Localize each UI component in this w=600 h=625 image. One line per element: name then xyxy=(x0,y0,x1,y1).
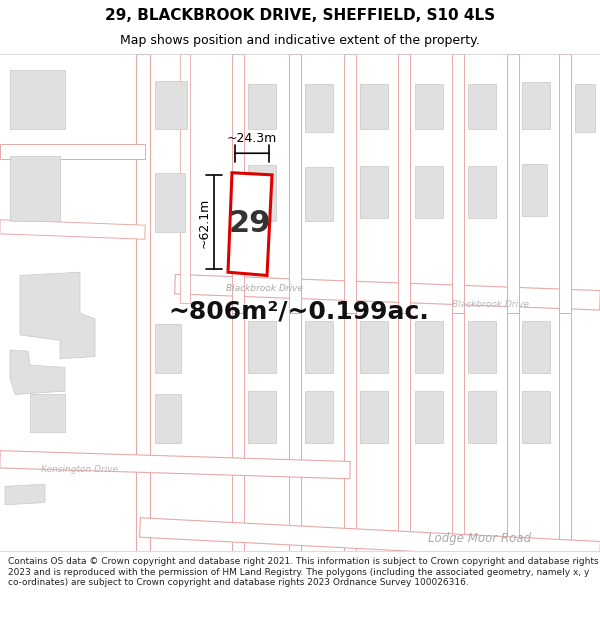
Bar xyxy=(522,321,550,372)
Text: Blackbrook Drive: Blackbrook Drive xyxy=(227,284,304,293)
Bar xyxy=(468,391,496,443)
Polygon shape xyxy=(136,54,150,551)
Bar xyxy=(468,321,496,372)
Bar xyxy=(305,391,333,443)
Bar xyxy=(155,324,181,372)
Polygon shape xyxy=(175,274,600,310)
Bar xyxy=(305,321,333,372)
Bar xyxy=(522,82,550,129)
Bar xyxy=(360,391,388,443)
Polygon shape xyxy=(507,313,519,551)
Bar xyxy=(248,321,276,372)
Bar xyxy=(522,164,547,216)
Text: ~24.3m: ~24.3m xyxy=(227,132,277,144)
Polygon shape xyxy=(452,54,464,313)
Bar xyxy=(248,165,276,221)
Bar xyxy=(155,394,181,443)
Polygon shape xyxy=(289,313,301,551)
Bar xyxy=(575,84,595,132)
Polygon shape xyxy=(507,54,519,313)
Text: ~62.1m: ~62.1m xyxy=(197,198,211,248)
Bar xyxy=(415,321,443,372)
Bar xyxy=(155,81,187,129)
Polygon shape xyxy=(10,350,65,394)
Bar xyxy=(30,394,65,432)
Bar xyxy=(248,84,276,129)
Text: Blackbrook Drive: Blackbrook Drive xyxy=(452,300,529,309)
Polygon shape xyxy=(180,54,190,302)
Bar xyxy=(360,321,388,372)
Polygon shape xyxy=(0,220,145,239)
Polygon shape xyxy=(344,313,356,551)
Bar xyxy=(305,168,333,221)
Polygon shape xyxy=(398,54,410,313)
Polygon shape xyxy=(559,313,571,551)
Text: 29: 29 xyxy=(229,209,271,238)
Bar xyxy=(522,391,550,443)
Bar xyxy=(415,391,443,443)
Polygon shape xyxy=(228,173,272,276)
Bar xyxy=(415,166,443,218)
Polygon shape xyxy=(232,313,244,551)
Bar xyxy=(360,166,388,218)
Text: Map shows position and indicative extent of the property.: Map shows position and indicative extent… xyxy=(120,34,480,48)
Text: Lodge Moor Road: Lodge Moor Road xyxy=(428,532,532,545)
Polygon shape xyxy=(20,272,95,359)
Bar xyxy=(10,70,65,129)
Text: Contains OS data © Crown copyright and database right 2021. This information is : Contains OS data © Crown copyright and d… xyxy=(8,557,598,587)
Polygon shape xyxy=(398,313,410,551)
Polygon shape xyxy=(0,451,350,479)
Bar xyxy=(10,156,60,221)
Bar xyxy=(415,84,443,129)
Polygon shape xyxy=(232,54,244,313)
Text: Kensington Drive: Kensington Drive xyxy=(41,464,119,474)
Polygon shape xyxy=(0,144,145,159)
Bar xyxy=(468,84,496,129)
Text: ~806m²/~0.199ac.: ~806m²/~0.199ac. xyxy=(168,299,429,323)
Polygon shape xyxy=(289,54,301,313)
Polygon shape xyxy=(5,484,45,505)
Bar xyxy=(248,391,276,443)
Polygon shape xyxy=(140,518,600,561)
Bar xyxy=(155,173,185,232)
Text: 29, BLACKBROOK DRIVE, SHEFFIELD, S10 4LS: 29, BLACKBROOK DRIVE, SHEFFIELD, S10 4LS xyxy=(105,8,495,22)
Bar xyxy=(305,84,333,132)
Bar xyxy=(468,166,496,218)
Polygon shape xyxy=(344,54,356,313)
Polygon shape xyxy=(452,313,464,551)
Bar xyxy=(360,84,388,129)
Polygon shape xyxy=(559,54,571,313)
